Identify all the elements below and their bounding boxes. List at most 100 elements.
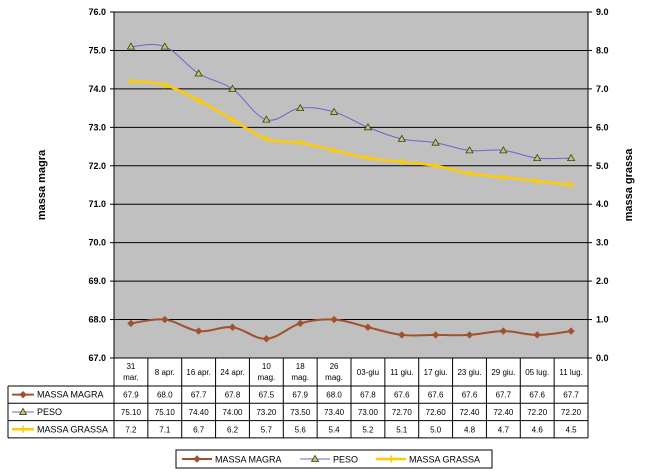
table-cell: 67.6 <box>394 391 410 400</box>
data-point <box>465 331 474 339</box>
table-cell: 4.6 <box>532 425 544 434</box>
data-point <box>127 319 135 328</box>
table-cell: 72.20 <box>561 408 582 417</box>
x-category-label: 26 <box>330 362 339 371</box>
table-cell: 72.40 <box>493 408 514 417</box>
table-cell: 68.0 <box>157 391 173 400</box>
data-point <box>228 323 237 331</box>
x-category-label: mag. <box>291 373 309 382</box>
table-cell: 67.8 <box>360 391 376 400</box>
data-point <box>19 390 27 399</box>
table-cell: 67.8 <box>225 391 241 400</box>
x-category-label: 11 giu. <box>390 368 413 377</box>
data-point <box>499 327 508 335</box>
x-category-label: 18 <box>296 362 305 371</box>
table-cell: 67.7 <box>563 391 579 400</box>
table-cell: 73.20 <box>256 408 277 417</box>
table-cell: 67.9 <box>123 391 139 400</box>
table-cell: 72.40 <box>459 408 480 417</box>
y-right-tick-label: 4.0 <box>596 199 609 209</box>
y-left-tick-label: 72.0 <box>88 161 106 171</box>
y-right-tick-label: 9.0 <box>596 7 609 17</box>
data-point <box>397 134 406 142</box>
data-point <box>161 315 169 324</box>
x-category-label: 24 apr. <box>220 368 244 377</box>
data-point <box>262 335 271 343</box>
table-cell: 67.6 <box>428 391 444 400</box>
table-cell: 4.7 <box>498 425 510 434</box>
data-point <box>262 135 270 143</box>
data-point <box>194 69 203 77</box>
x-category-label: 8 apr. <box>155 368 175 377</box>
x-category-label: 03-giu <box>357 368 379 377</box>
data-point <box>262 115 271 123</box>
data-point <box>499 173 507 181</box>
x-category-label: 17 giu. <box>424 368 448 377</box>
table-cell: 67.9 <box>292 391 308 400</box>
y-left-tick-label: 68.0 <box>88 315 106 325</box>
table-cell: 5.7 <box>261 425 273 434</box>
data-point <box>363 123 373 131</box>
table-row-label: MASSA GRASSA <box>37 424 108 434</box>
y-right-tick-label: 6.0 <box>596 122 609 132</box>
y-left-tick-label: 71.0 <box>88 199 106 209</box>
x-category-label: 16 apr. <box>186 368 210 377</box>
table-row-label: MASSA MAGRA <box>37 390 104 400</box>
table-cell: 5.6 <box>295 425 307 434</box>
table-cell: 5.4 <box>329 425 341 434</box>
y-left-tick-label: 70.0 <box>88 238 106 248</box>
data-point <box>533 153 542 161</box>
data-point <box>18 407 28 415</box>
data-point <box>310 454 320 462</box>
data-point <box>296 103 305 112</box>
data-table: 31 mar. 8 apr. 16 apr. 24 apr. 10 mag. 18 mag. 26… <box>7 358 589 439</box>
y-left-tick-label: 73.0 <box>88 122 106 132</box>
y-right-axis-title: massa grassa <box>623 148 635 222</box>
data-point <box>533 177 541 185</box>
data-point <box>127 77 135 85</box>
table-cell: 72.60 <box>426 408 447 417</box>
legend: MASSA MAGRA PESO MASSA GRASSA <box>175 449 493 469</box>
data-point <box>330 146 338 154</box>
table-cell: 73.40 <box>324 408 345 417</box>
data-point <box>432 162 440 170</box>
data-point <box>126 42 136 50</box>
data-point <box>398 158 406 166</box>
table-cell: 72.70 <box>392 408 413 417</box>
legend-label: PESO <box>333 455 358 465</box>
y-right-tick-label: 5.0 <box>596 161 609 171</box>
table-cell: 67.6 <box>462 391 478 400</box>
data-point <box>229 116 236 124</box>
plot-area <box>113 11 589 359</box>
data-point <box>364 154 372 162</box>
y-left-tick-label: 69.0 <box>88 276 106 286</box>
data-point <box>195 96 203 104</box>
table-cell: 5.1 <box>396 425 408 434</box>
data-point <box>228 84 237 92</box>
plot-background <box>113 11 589 359</box>
table-row-label: PESO <box>37 407 62 417</box>
axes: 76.0 75.0 74.0 73.0 72.0 71.0 70.0 69.0 68.0 67.0… <box>36 7 635 363</box>
table-cell: 7.2 <box>125 425 137 434</box>
table-cell: 72.20 <box>527 408 548 417</box>
x-category-label: 29 giu. <box>491 368 515 377</box>
y-right-tick-label: 1.0 <box>596 315 609 325</box>
data-point <box>19 425 27 433</box>
y-left-axis-title: massa magra <box>36 149 48 220</box>
legend-box <box>175 449 493 469</box>
data-point <box>566 153 576 161</box>
data-point <box>465 146 474 154</box>
data-point <box>431 331 440 339</box>
table-cell: 75.10 <box>155 408 176 417</box>
x-category-label: 10 <box>262 362 271 371</box>
data-point <box>567 181 575 189</box>
x-category-label: 31 <box>126 362 135 371</box>
table-cell: 67.5 <box>259 391 275 400</box>
x-category-label: mag. <box>325 373 343 382</box>
table-cell: 73.00 <box>358 408 379 417</box>
data-point <box>330 315 338 324</box>
legend-label: MASSA MAGRA <box>215 455 282 465</box>
data-point <box>329 107 339 115</box>
y-left-tick-label: 74.0 <box>88 84 106 94</box>
y-right-tick-label: 2.0 <box>596 276 609 286</box>
